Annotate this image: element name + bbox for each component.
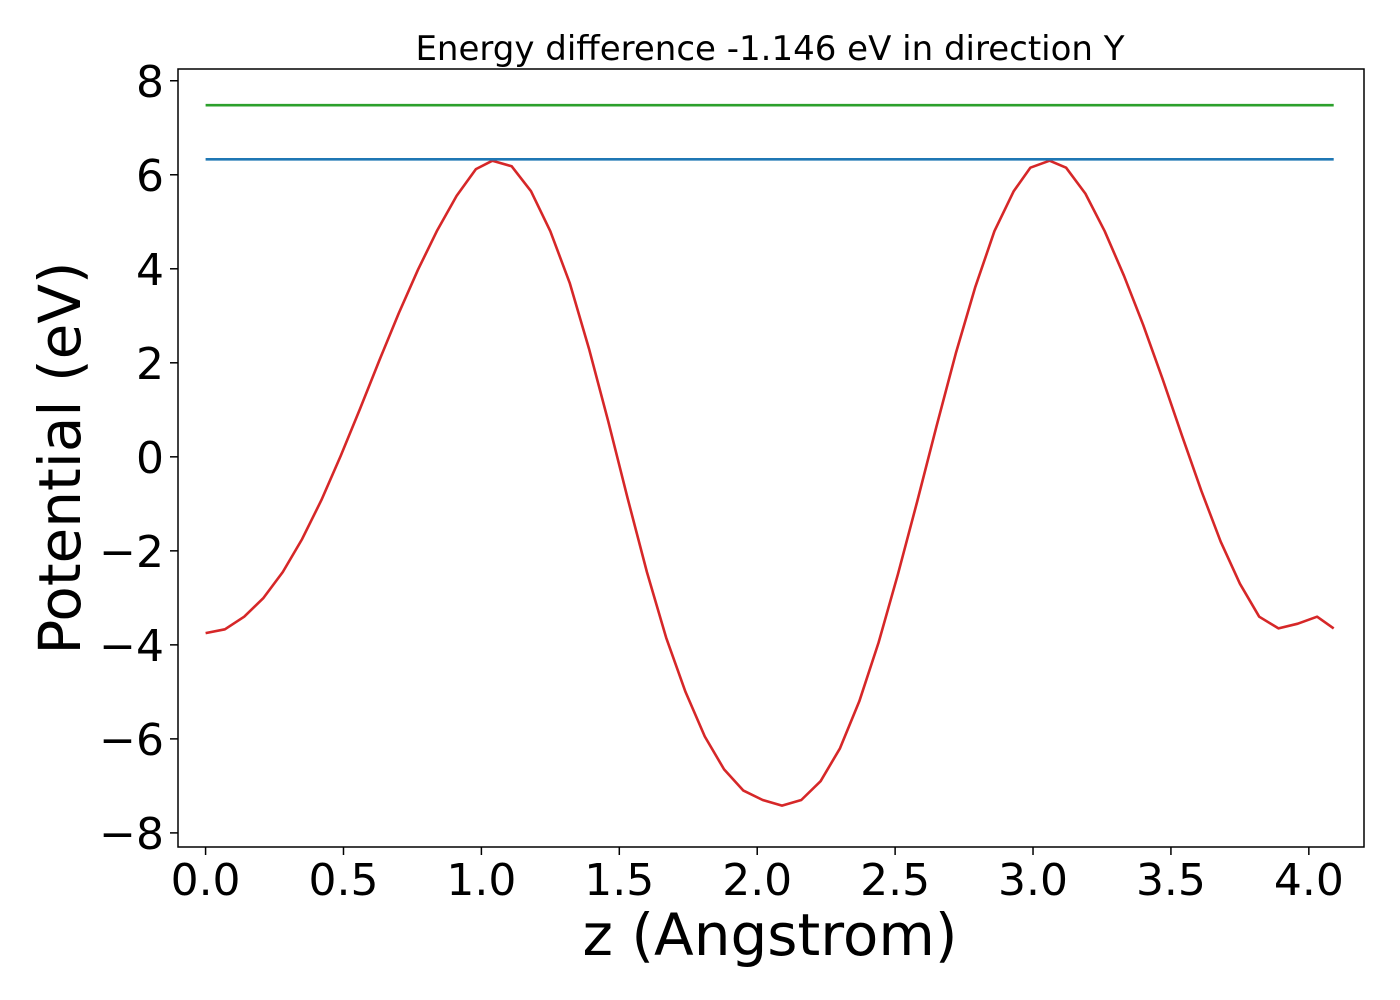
y-tick-label: 8 xyxy=(136,57,164,108)
plot-frame xyxy=(177,68,1365,848)
x-tick-label: 2.0 xyxy=(722,855,792,906)
y-tick-label: −6 xyxy=(99,715,164,766)
x-tick-label: 0.5 xyxy=(308,855,378,906)
y-tick-label: −8 xyxy=(99,809,164,860)
x-tick-label: 4.0 xyxy=(1274,855,1344,906)
y-tick-label: 2 xyxy=(136,339,164,390)
x-tick-label: 3.0 xyxy=(998,855,1068,906)
x-tick-label: 3.5 xyxy=(1136,855,1206,906)
axis-ticks: 0.0 0.5 1.0 1.5 2.0 2.5 3.0 3.5 4.0 −8 −6 −4 −2 0 2 4 6 8 xyxy=(99,57,1344,906)
x-tick-label: 2.5 xyxy=(860,855,930,906)
x-tick-label: 1.0 xyxy=(446,855,516,906)
chart-title: Energy difference -1.146 eV in direction… xyxy=(415,29,1124,69)
y-tick-label: −4 xyxy=(99,621,164,672)
series-line-0 xyxy=(205,159,1335,807)
y-tick-label: 6 xyxy=(136,151,164,202)
x-tick-label: 1.5 xyxy=(584,855,654,906)
y-tick-label: 0 xyxy=(136,433,164,484)
x-tick-label: 0.0 xyxy=(171,855,241,906)
y-tick-label: −2 xyxy=(99,527,164,578)
plot-area xyxy=(205,103,1335,807)
y-axis-label: Potential (eV) xyxy=(26,261,94,654)
y-tick-label: 4 xyxy=(136,245,164,296)
x-axis-label: z (Angstrom) xyxy=(583,901,958,969)
